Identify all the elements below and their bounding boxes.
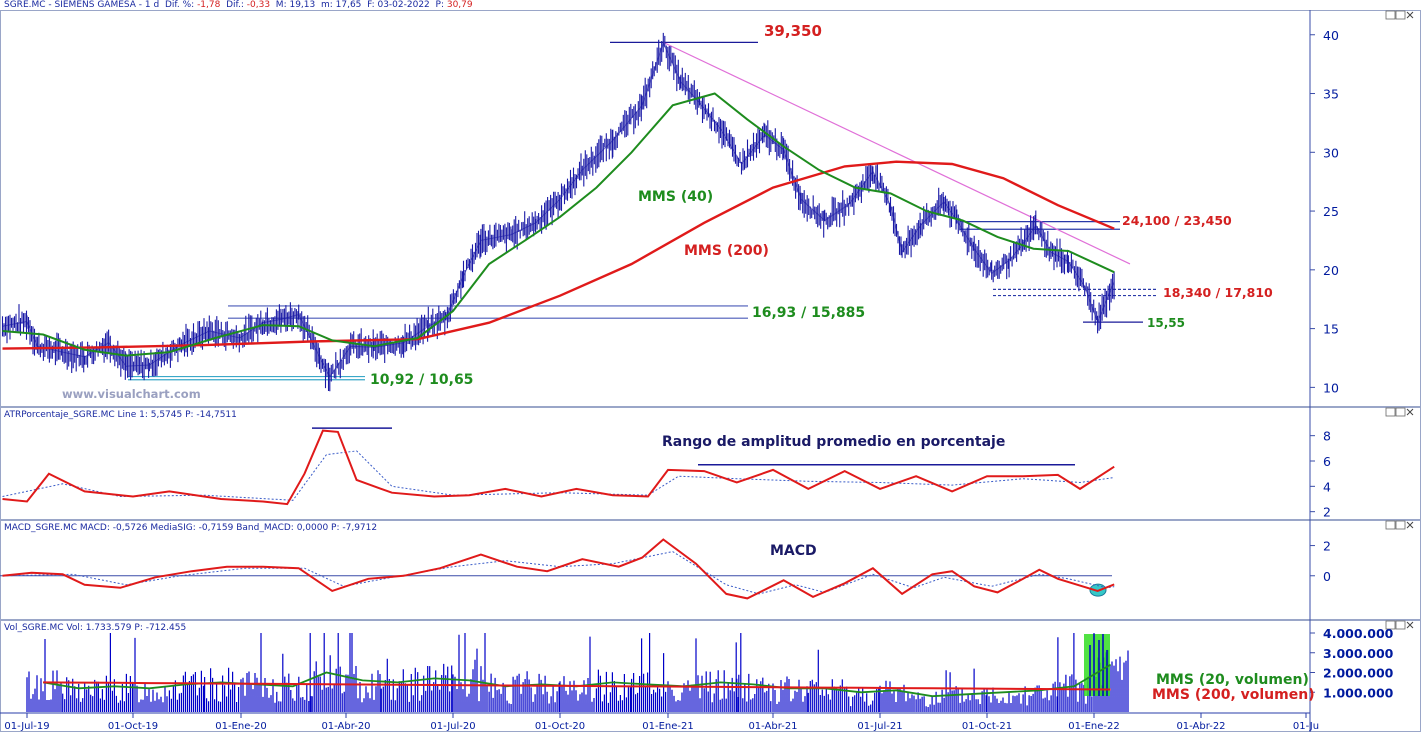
header-field: SGRE.MC - SIEMENS GAMESA - 1 d xyxy=(4,0,159,10)
macd-signal-line xyxy=(2,551,1115,595)
y-tick-label: 3.000.000 xyxy=(1323,646,1394,661)
maximize-icon[interactable] xyxy=(1395,620,1406,630)
header-field: P: xyxy=(430,0,447,10)
minimize-icon[interactable] xyxy=(1385,620,1396,630)
atr-signal-line xyxy=(2,450,1115,501)
price-bars xyxy=(1,32,1115,392)
volume-header: Vol_SGRE.MC Vol: 1.733.579 P: -712.455 xyxy=(4,623,186,633)
legend-mms200-volumen: MMS (200, volumen) xyxy=(1152,687,1315,703)
y-tick-label: 2 xyxy=(1323,539,1331,554)
y-tick-label: 30 xyxy=(1323,145,1339,160)
atr-line xyxy=(2,429,1115,506)
x-tick-label: 01-Oct-19 xyxy=(108,721,158,732)
y-tick-label: 4 xyxy=(1323,479,1331,494)
label-24100-23450: 24,100 / 23,450 xyxy=(1122,213,1232,228)
volume-bars xyxy=(26,633,1129,712)
y-tick-label: 10 xyxy=(1323,380,1339,395)
x-tick-label: 01-Ene-22 xyxy=(1068,721,1119,732)
macd-title: MACD xyxy=(770,543,817,559)
y-tick-label: 0 xyxy=(1323,569,1331,584)
volume-mms200-line xyxy=(43,681,1111,691)
x-tick-label: 01-Ene-20 xyxy=(215,721,266,732)
close-icon[interactable] xyxy=(1406,408,1414,416)
y-tick-label: 35 xyxy=(1323,87,1339,102)
macd-line xyxy=(2,538,1115,600)
volume-bar xyxy=(1089,634,1108,696)
label-1092-1065: 10,92 / 10,65 xyxy=(370,372,473,388)
legend-mms20-volumen: MMS (20, volumen) xyxy=(1156,672,1309,688)
maximize-icon[interactable] xyxy=(1395,520,1406,530)
label-1555: 15,55 xyxy=(1147,316,1185,330)
y-tick-label: 4.000.000 xyxy=(1323,626,1394,641)
header-field: M: xyxy=(270,0,289,10)
y-tick-label: 2 xyxy=(1323,505,1331,520)
minimize-icon[interactable] xyxy=(1385,407,1396,417)
header-field: 19,13 xyxy=(289,0,315,10)
header-field: Dif.: xyxy=(220,0,246,10)
y-tick-label: 15 xyxy=(1323,322,1339,337)
label-1693-15885: 16,93 / 15,885 xyxy=(752,305,865,321)
volume-bar xyxy=(26,633,1129,712)
y-tick-label: 1.000.000 xyxy=(1323,685,1394,700)
header-field: m: xyxy=(315,0,335,10)
close-icon[interactable] xyxy=(1406,521,1414,529)
macd-header: MACD_SGRE.MC MACD: -0,5726 MediaSIG: -0,… xyxy=(4,523,377,533)
header-field: Dif. %: xyxy=(159,0,197,10)
panel-frame xyxy=(0,10,1421,407)
header-field: 03-02-2022 xyxy=(377,0,429,10)
header-field: F: xyxy=(361,0,377,10)
maximize-icon[interactable] xyxy=(1395,407,1406,417)
volume-highlight-box xyxy=(1084,634,1110,696)
label-18340-17810: 18,340 / 17,810 xyxy=(1163,285,1273,300)
x-tick-label: 01-Abr-20 xyxy=(321,721,370,732)
x-tick-label: 01-Oct-20 xyxy=(535,721,585,732)
mms200-line xyxy=(2,160,1115,350)
panel-frame xyxy=(0,407,1421,520)
x-tick-label: 01-Jul-19 xyxy=(4,721,49,732)
label-mms200: MMS (200) xyxy=(684,243,769,259)
minimize-icon[interactable] xyxy=(1385,520,1396,530)
minimize-icon[interactable] xyxy=(1385,10,1396,20)
x-tick-label: 01-Oct-21 xyxy=(962,721,1012,732)
label-39350: 39,350 xyxy=(764,22,822,40)
watermark: www.visualchart.com xyxy=(62,387,201,401)
y-tick-label: 2.000.000 xyxy=(1323,666,1394,681)
label-mms40: MMS (40) xyxy=(638,189,713,205)
x-tick-label: 01-Jul-20 xyxy=(430,721,475,732)
close-icon[interactable] xyxy=(1406,621,1414,629)
x-tick-label: 01-Abr-22 xyxy=(1176,721,1225,732)
price-line xyxy=(2,41,1115,378)
y-tick-label: 20 xyxy=(1323,263,1339,278)
mms40-line xyxy=(2,92,1115,357)
header-field: -0,33 xyxy=(247,0,270,10)
header-field: -1,78 xyxy=(197,0,221,10)
y-tick-label: 25 xyxy=(1323,204,1339,219)
atr-header: ATRPorcentaje_SGRE.MC Line 1: 5,5745 P: … xyxy=(4,410,237,420)
x-tick-label: 01-Jul-21 xyxy=(857,721,902,732)
y-tick-label: 6 xyxy=(1323,454,1331,469)
maximize-icon[interactable] xyxy=(1395,10,1406,20)
price-ohlc-bars xyxy=(1,32,1115,392)
y-tick-label: 40 xyxy=(1323,28,1339,43)
x-tick-label: 01-Abr-21 xyxy=(748,721,797,732)
atr-title: Rango de amplitud promedio en porcentaje xyxy=(662,434,1005,450)
header-field: 30,79 xyxy=(447,0,473,10)
y-tick-label: 8 xyxy=(1323,429,1331,444)
trendline xyxy=(663,41,1131,265)
x-tick-label: 01-Ene-21 xyxy=(642,721,693,732)
panel-frame xyxy=(0,520,1421,620)
header-field: 17,65 xyxy=(336,0,362,10)
price-header: SGRE.MC - SIEMENS GAMESA - 1 d Dif. %: -… xyxy=(4,0,473,10)
x-tick-label: 01-Ju xyxy=(1293,721,1319,732)
close-icon[interactable] xyxy=(1406,11,1414,19)
